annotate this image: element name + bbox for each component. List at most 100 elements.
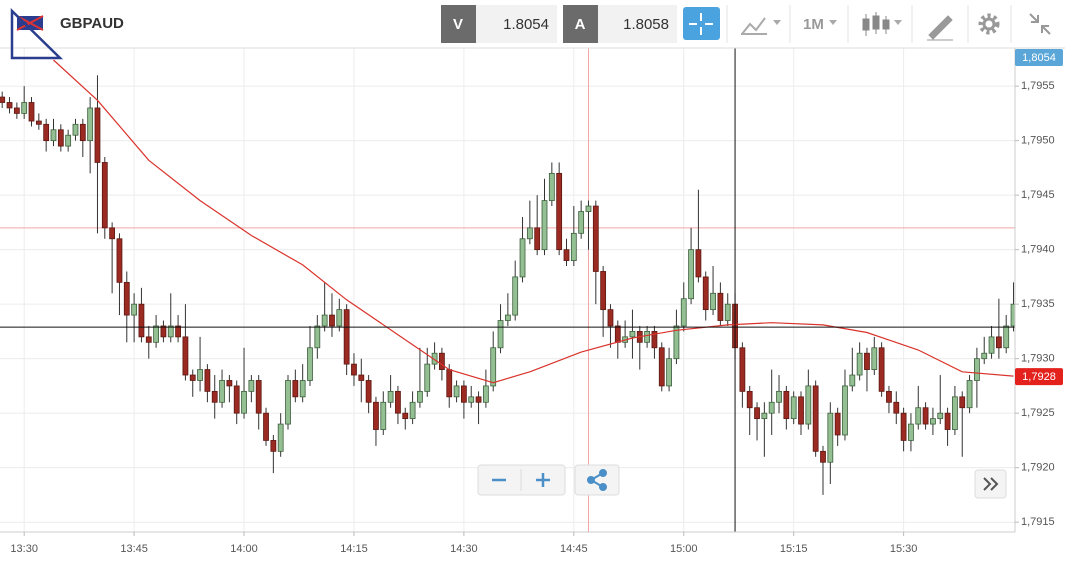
candle-body [739, 347, 746, 392]
y-tick-label: 1,7955 [1021, 80, 1055, 92]
candle-body [717, 292, 724, 321]
crosshair-button[interactable] [683, 7, 720, 40]
candle-body [922, 407, 929, 425]
candle-body [160, 325, 167, 338]
candle-body [277, 423, 284, 452]
candle-body [226, 380, 233, 387]
candle-body [94, 107, 101, 163]
x-tick-label: 14:00 [230, 543, 258, 555]
price-label-box [1015, 368, 1063, 386]
candle-body [592, 205, 599, 272]
ask-label: A [575, 16, 586, 33]
candle-body [167, 325, 174, 338]
candle-body [13, 107, 20, 114]
price-label-box [1015, 49, 1063, 66]
candle-body [211, 390, 218, 403]
candle-body [614, 325, 621, 343]
candle-body [72, 123, 79, 136]
candle-body [233, 385, 240, 414]
candle-body [50, 129, 57, 142]
candle-body [145, 336, 152, 343]
candle-body [292, 380, 299, 398]
settings-icon-core [982, 17, 996, 31]
candle-body [995, 336, 1002, 349]
candle-body [959, 396, 966, 409]
settings-icon[interactable] [978, 13, 1000, 35]
candle-body [893, 401, 900, 414]
candle-body [504, 314, 511, 321]
candle-body [900, 412, 907, 441]
x-tick-label: 15:30 [890, 543, 918, 555]
ask-box[interactable] [598, 5, 677, 43]
candle-body [930, 418, 936, 425]
candle-body [644, 331, 650, 343]
candle-body [321, 314, 328, 327]
candle-body [908, 423, 914, 441]
candle-body [307, 347, 313, 381]
candle-body [512, 276, 519, 316]
candle-body [776, 390, 782, 403]
candle-body [1003, 325, 1010, 349]
bid: 1.8054 [503, 16, 549, 33]
candle-body [482, 385, 489, 403]
candle-body [578, 211, 585, 234]
scroll-right[interactable] [983, 477, 999, 491]
candle-body [871, 347, 878, 370]
candle-body [563, 249, 570, 261]
candle-body [255, 380, 262, 414]
bid-label-box[interactable] [441, 5, 476, 43]
candle-body [131, 303, 138, 316]
candle-body [270, 440, 277, 452]
candle-body [651, 331, 658, 349]
axes: 1,7915 1,7920 1,7925 1,7930 1,7935 1,7940 1,79… [10, 49, 1063, 555]
candle-body [585, 205, 592, 212]
share-icon[interactable] [587, 469, 607, 491]
corner-triangle [10, 8, 64, 60]
candle-body [329, 314, 335, 327]
candle-body [79, 123, 86, 142]
candle-body [65, 134, 72, 147]
candle-body [21, 102, 28, 114]
candle-body [395, 390, 401, 414]
header: GBPAUD V 1.8054 A 1.8058 1M [0, 0, 1065, 60]
ask: 1.8058 [623, 16, 669, 33]
candle-body [849, 374, 856, 387]
bid-box[interactable] [476, 5, 557, 43]
y-tick-label: 1,7930 [1021, 353, 1055, 365]
collapse-icon[interactable] [1029, 13, 1051, 35]
dropdown-arrow [773, 20, 781, 25]
candle-body [702, 276, 709, 311]
candle-body [109, 227, 116, 240]
candle-body [666, 358, 672, 387]
candle-body [35, 120, 42, 125]
y-tick-label: 1,7950 [1021, 135, 1055, 147]
candle-body [548, 172, 555, 202]
candle-body [197, 369, 203, 381]
timeframe[interactable]: 1M [803, 16, 824, 33]
candle-body [768, 401, 775, 414]
ask-label-box[interactable] [563, 5, 598, 43]
candle-body [409, 401, 416, 420]
x-tick-label: 13:45 [120, 543, 148, 555]
y-tick-label: 1,7920 [1021, 462, 1055, 474]
candle-icon[interactable] [862, 12, 890, 36]
candle-body [952, 396, 958, 430]
chart-type-icon[interactable] [741, 17, 767, 35]
bid-label: V [453, 16, 463, 33]
x-tick-label: 14:30 [450, 543, 478, 555]
y-tick-label: 1,7940 [1021, 244, 1055, 256]
candle-body [263, 412, 269, 441]
y-tick-label: 1,7915 [1021, 516, 1055, 528]
candle-body [453, 385, 460, 398]
candle-body [299, 380, 306, 398]
candle-body [28, 102, 35, 122]
candle-body [790, 396, 797, 420]
candle-body [695, 249, 702, 278]
x-tick-label: 15:00 [670, 543, 698, 555]
draw-icon[interactable] [927, 15, 953, 41]
candle-body [461, 385, 467, 403]
zoom-in[interactable] [536, 473, 550, 487]
candle-body [189, 374, 196, 381]
candle-body [380, 401, 387, 430]
